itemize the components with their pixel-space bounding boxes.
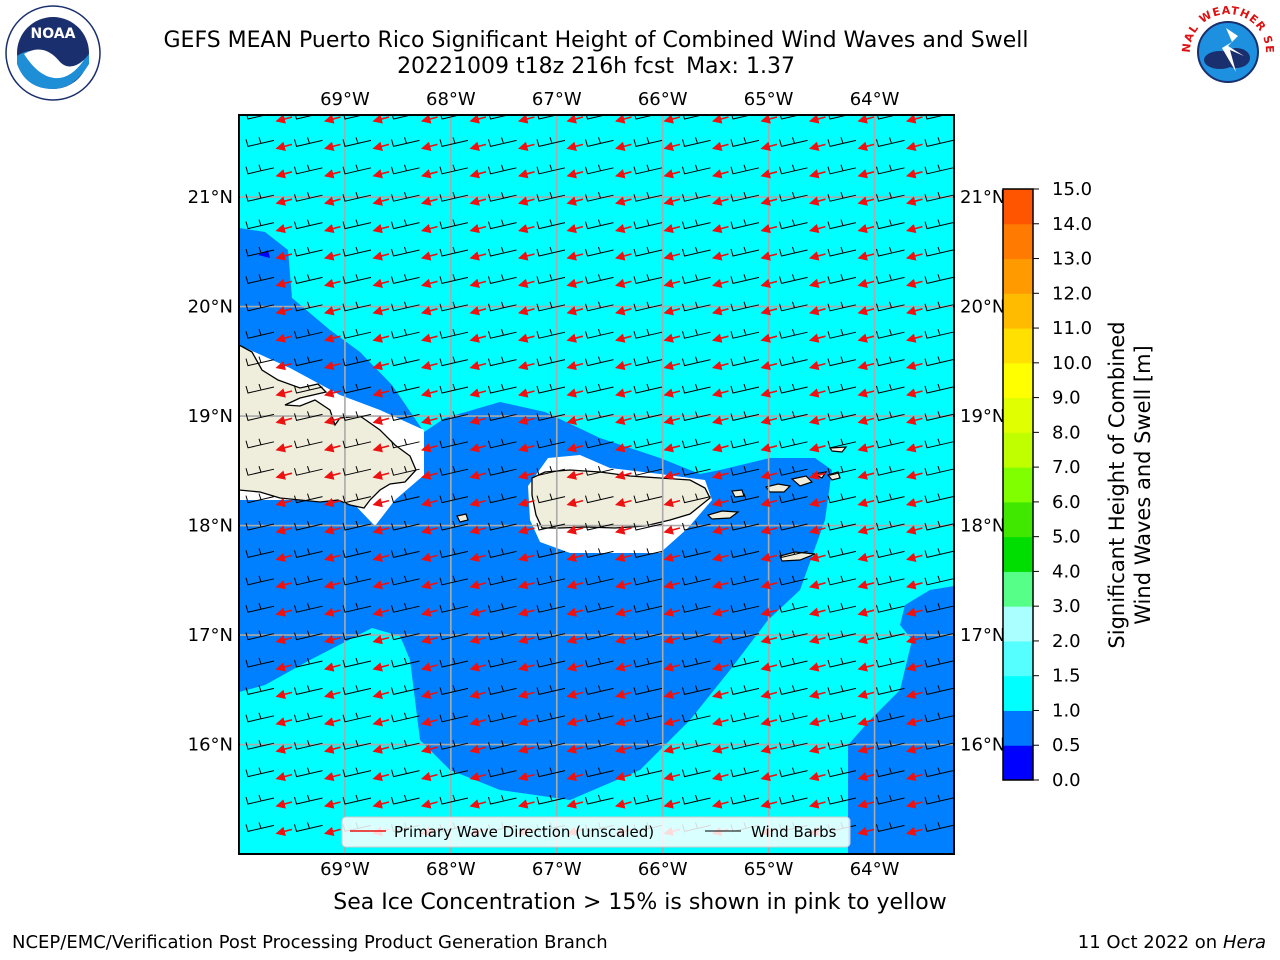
colorbar: 15.0 14.0 13.0 12.0 11.0 10.0 9.0 8.0 7.0 6.0 5.0 4… xyxy=(1002,179,1092,791)
colorbar-tick-11: 4.0 xyxy=(1052,561,1081,582)
lat-tick-right-5: 16°N xyxy=(960,735,1005,756)
lat-tick-left-5: 16°N xyxy=(188,735,233,756)
wind-barbs-field xyxy=(245,115,954,832)
lon-tick-top-0: 69°W xyxy=(320,89,370,110)
colorbar-tick-5: 10.0 xyxy=(1052,353,1092,374)
graticule xyxy=(239,115,954,854)
colorbar-band-9 xyxy=(1003,432,1033,468)
lon-tick-bottom-5: 64°W xyxy=(850,859,900,880)
colorbar-band-2 xyxy=(1003,675,1033,711)
colorbar-tick-1: 14.0 xyxy=(1052,214,1092,235)
lon-tick-bottom-4: 65°W xyxy=(744,859,794,880)
chart-title: GEFS MEAN Puerto Rico Significant Height… xyxy=(163,28,1029,53)
colorbar-band-6 xyxy=(1003,536,1033,572)
colorbar-tick-2: 13.0 xyxy=(1052,249,1092,270)
colorbar-tick-15: 1.0 xyxy=(1052,700,1081,721)
colorbar-band-11 xyxy=(1003,362,1033,399)
footer-credit: NCEP/EMC/Verification Post Processing Pr… xyxy=(12,932,608,953)
land-hispaniola xyxy=(239,344,417,509)
land-st-croix xyxy=(779,551,816,562)
lat-tick-right-0: 21°N xyxy=(960,187,1005,208)
land-vieques xyxy=(706,510,740,520)
land-mona-island xyxy=(456,513,469,523)
colorbar-tick-16: 0.5 xyxy=(1052,735,1081,756)
lat-tick-left-3: 18°N xyxy=(188,516,233,537)
colorbar-band-5 xyxy=(1003,571,1033,607)
lat-tick-right-1: 20°N xyxy=(960,297,1005,318)
lon-tick-top-1: 68°W xyxy=(426,89,476,110)
colorbar-tick-17: 0.0 xyxy=(1052,770,1081,791)
colorbar-label-line2: Wind Waves and Swell [m] xyxy=(1131,345,1155,625)
lat-tick-left-0: 21°N xyxy=(188,187,233,208)
lon-tick-bottom-3: 66°W xyxy=(638,859,688,880)
colorbar-band-8 xyxy=(1003,467,1033,503)
colorbar-band-1 xyxy=(1003,710,1033,746)
land-culebra xyxy=(731,489,745,498)
legend-wind-barbs-label: Wind Barbs xyxy=(751,823,837,841)
noaa-logo-text: NOAA xyxy=(31,26,76,42)
colorbar-band-10 xyxy=(1003,397,1033,433)
colorbar-tick-7: 8.0 xyxy=(1052,422,1081,443)
map-legend: Primary Wave Direction (unscaled) Wind B… xyxy=(341,816,851,848)
lat-tick-right-2: 19°N xyxy=(960,406,1005,427)
lat-tick-right-3: 18°N xyxy=(960,516,1005,537)
colorbar-tick-8: 7.0 xyxy=(1052,457,1081,478)
lon-tick-top-2: 67°W xyxy=(532,89,582,110)
map-frame xyxy=(238,114,955,855)
lat-tick-left-4: 17°N xyxy=(188,625,233,646)
noaa-logo: NOAA xyxy=(5,5,101,101)
colorbar-band-12 xyxy=(1003,328,1033,364)
colorbar-tick-9: 6.0 xyxy=(1052,492,1081,513)
lon-tick-bottom-2: 67°W xyxy=(532,859,582,880)
colorbar-band-4 xyxy=(1003,606,1033,642)
colorbar-band-13 xyxy=(1003,293,1033,329)
land-virgin-islands xyxy=(764,446,848,493)
lon-tick-top-4: 65°W xyxy=(744,89,794,110)
colorbar-tick-3: 12.0 xyxy=(1052,283,1092,304)
max-value: Max: 1.37 xyxy=(686,54,795,79)
wave-direction-field xyxy=(275,115,923,836)
nws-logo: NATIONAL WEATHER SERVICE xyxy=(1178,2,1275,99)
lon-tick-top-3: 66°W xyxy=(638,89,688,110)
colorbar-label-line1: Significant Height of Combined xyxy=(1105,321,1129,648)
forecast-cycle: 20221009 t18z 216h fcst xyxy=(397,54,675,79)
colorbar-tick-12: 3.0 xyxy=(1052,596,1081,617)
colorbar-tick-10: 5.0 xyxy=(1052,527,1081,548)
legend-wave-direction-label: Primary Wave Direction (unscaled) xyxy=(394,823,654,841)
colorbar-band-7 xyxy=(1003,501,1033,538)
colorbar-band-15 xyxy=(1003,223,1033,260)
colorbar-tick-13: 2.0 xyxy=(1052,631,1081,652)
footer-machine: Hera xyxy=(1222,932,1266,953)
lon-tick-bottom-1: 68°W xyxy=(426,859,476,880)
colorbar-band-16 xyxy=(1003,189,1033,225)
colorbar-band-0 xyxy=(1003,745,1033,781)
lat-tick-left-1: 20°N xyxy=(188,297,233,318)
colorbar-tick-6: 9.0 xyxy=(1052,388,1081,409)
colorbar-tick-0: 15.0 xyxy=(1052,179,1092,200)
chart-subtitle: 20221009 t18z 216h fcst Max: 1.37 xyxy=(0,54,1192,79)
sea-ice-caption: Sea Ice Concentration > 15% is shown in … xyxy=(333,890,947,915)
footer-date-text: 11 Oct 2022 on xyxy=(1077,932,1223,953)
footer-date: 11 Oct 2022 on Hera xyxy=(1078,932,1266,953)
colorbar-band-14 xyxy=(1003,258,1033,294)
lon-tick-bottom-0: 69°W xyxy=(320,859,370,880)
colorbar-tick-4: 11.0 xyxy=(1052,318,1092,339)
lat-tick-left-2: 19°N xyxy=(188,406,233,427)
colorbar-band-3 xyxy=(1003,640,1033,677)
lat-tick-right-4: 17°N xyxy=(960,625,1005,646)
lon-tick-top-5: 64°W xyxy=(850,89,900,110)
colorbar-tick-14: 1.5 xyxy=(1052,666,1081,687)
